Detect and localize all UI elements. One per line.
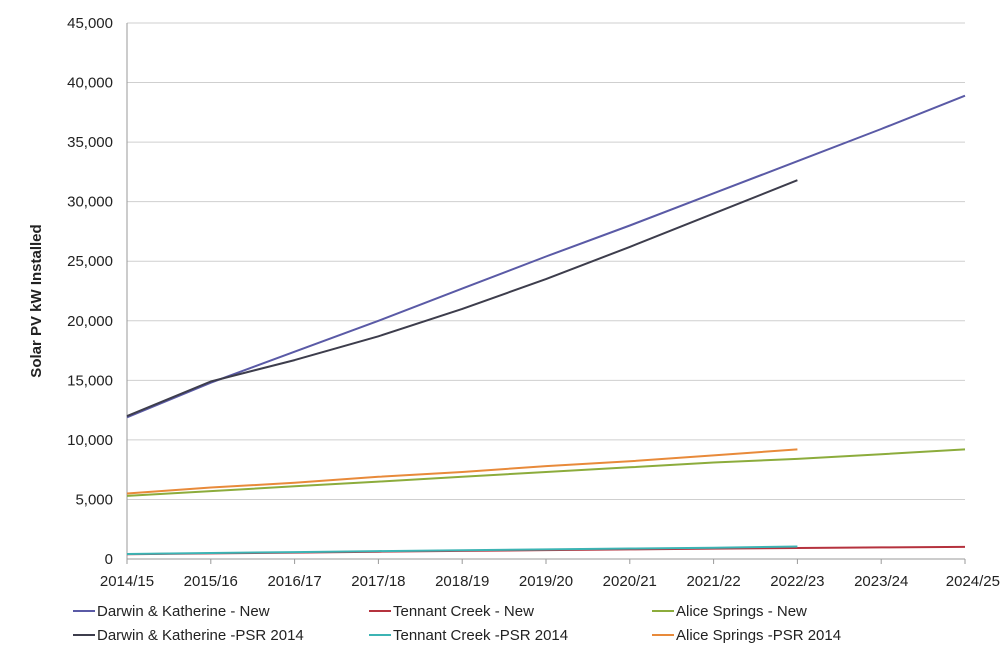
axes bbox=[126, 23, 966, 564]
series-line-4 bbox=[126, 545, 798, 555]
y-axis-label: Solar PV kW Installed bbox=[28, 224, 45, 377]
y-tick-label: 0 bbox=[105, 551, 113, 568]
x-tick-label: 2016/17 bbox=[267, 573, 321, 590]
y-tick-label: 10,000 bbox=[67, 432, 113, 449]
x-tick-labels: 2014/15 2015/16 2016/17 2017/18 2018/19 2019/… bbox=[100, 573, 1000, 590]
legend-label-3: Darwin & Katherine -PSR 2014 bbox=[97, 627, 304, 644]
y-tick-label: 45,000 bbox=[67, 15, 113, 32]
legend-label-4: Tennant Creek -PSR 2014 bbox=[393, 627, 568, 644]
y-tick-labels: 0 5,000 10,000 15,000 20,000 25,000 30,000 35,0… bbox=[67, 15, 113, 568]
legend-label-0: Darwin & Katherine - New bbox=[97, 603, 270, 620]
x-tick-label: 2015/16 bbox=[184, 573, 238, 590]
series-line-0 bbox=[126, 94, 966, 419]
series-lines bbox=[126, 94, 966, 556]
y-tick-label: 30,000 bbox=[67, 194, 113, 211]
x-tick-label: 2021/22 bbox=[686, 573, 740, 590]
x-tick-label: 2017/18 bbox=[351, 573, 405, 590]
x-tick-label: 2019/20 bbox=[519, 573, 573, 590]
legend: Darwin & Katherine - New Tennant Creek - … bbox=[73, 603, 841, 644]
legend-label-2: Alice Springs - New bbox=[676, 603, 807, 620]
x-tick-label: 2014/15 bbox=[100, 573, 154, 590]
x-tick-label: 2023/24 bbox=[854, 573, 908, 590]
y-tick-label: 15,000 bbox=[67, 372, 113, 389]
legend-label-5: Alice Springs -PSR 2014 bbox=[676, 627, 841, 644]
y-tick-label: 40,000 bbox=[67, 75, 113, 92]
x-tick-label: 2024/25 bbox=[946, 573, 1000, 590]
gridlines bbox=[127, 22, 965, 500]
series-line-5 bbox=[126, 448, 798, 495]
series-line-3 bbox=[126, 179, 798, 418]
y-tick-label: 5,000 bbox=[75, 491, 113, 508]
legend-label-1: Tennant Creek - New bbox=[393, 603, 534, 620]
series-line-2 bbox=[126, 448, 966, 497]
y-tick-label: 35,000 bbox=[67, 134, 113, 151]
y-tick-label: 20,000 bbox=[67, 313, 113, 330]
x-tick-label: 2020/21 bbox=[603, 573, 657, 590]
x-tick-label: 2022/23 bbox=[770, 573, 824, 590]
x-tick-label: 2018/19 bbox=[435, 573, 489, 590]
y-tick-label: 25,000 bbox=[67, 253, 113, 270]
